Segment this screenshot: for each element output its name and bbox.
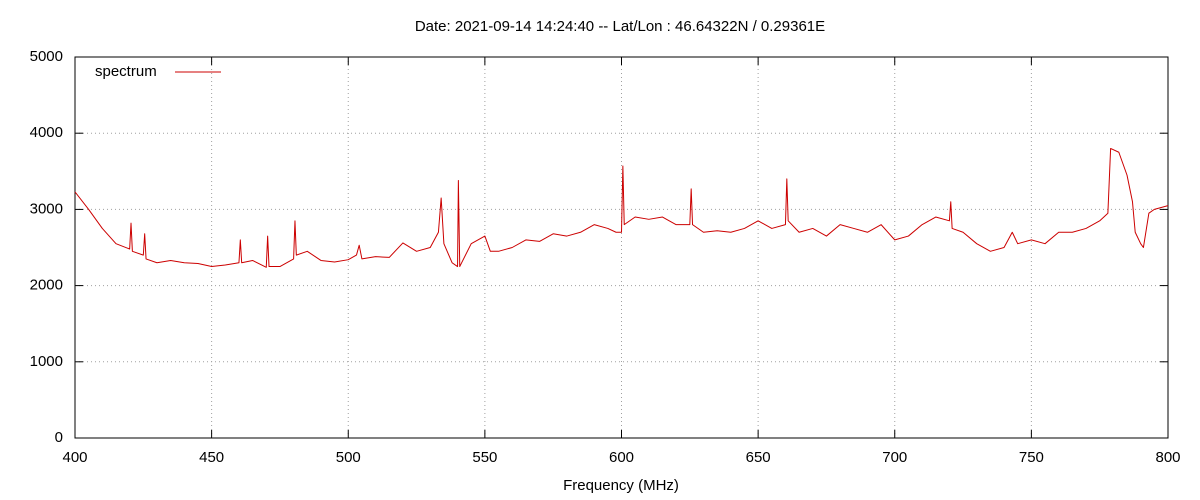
y-tick-label: 4000 [30,124,63,141]
y-tick-label: 1000 [30,353,63,370]
x-tick-label: 550 [472,449,497,466]
x-tick-label: 750 [1019,449,1044,466]
x-tick-label: 700 [882,449,907,466]
x-tick-label: 800 [1155,449,1180,466]
x-tick-label: 450 [199,449,224,466]
x-axis-label: Frequency (MHz) [563,477,679,494]
line-series [74,147,1169,268]
x-tick-label: 600 [609,449,634,466]
x-tick-label: 500 [336,449,361,466]
y-tick-label: 3000 [30,200,63,217]
y-tick-label: 5000 [30,48,63,65]
y-tick-label: 0 [55,429,63,446]
legend-label: spectrum [95,63,157,80]
x-tick-label: 400 [62,449,87,466]
y-tick-label: 2000 [30,277,63,294]
chart-title: Date: 2021-09-14 14:24:40 -- Lat/Lon : 4… [415,18,825,35]
x-tick-label: 650 [746,449,771,466]
